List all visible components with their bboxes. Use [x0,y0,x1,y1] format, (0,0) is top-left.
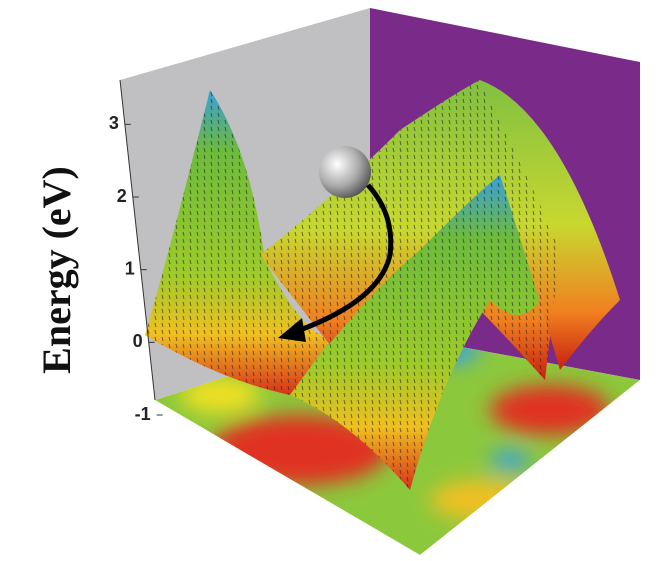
z-tick-label: -1 [135,404,151,424]
z-tick-label: 1 [125,258,135,278]
z-axis [119,79,156,401]
z-tick-label: 0 [133,331,143,351]
z-axis-label: Energy (eV) [34,166,79,374]
path-arrow [299,183,394,333]
z-tick-label: 2 [117,186,127,206]
arrow-head [278,318,306,342]
ball [319,146,371,198]
z-tick-label: 3 [109,113,119,133]
energy-surface [145,80,620,490]
